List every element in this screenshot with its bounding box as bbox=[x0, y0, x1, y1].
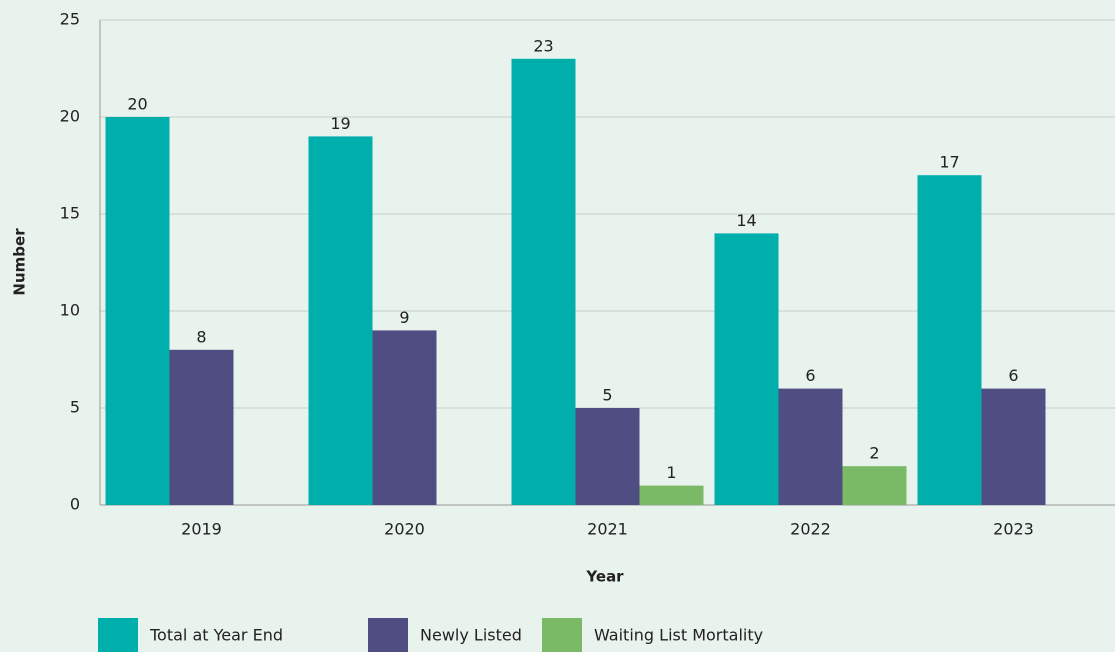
legend-label: Waiting List Mortality bbox=[594, 626, 763, 645]
y-tick-label: 25 bbox=[60, 10, 80, 29]
legend-swatch bbox=[368, 618, 408, 652]
bar bbox=[105, 117, 170, 505]
data-label: 23 bbox=[533, 36, 553, 55]
bar bbox=[575, 408, 640, 505]
bar bbox=[842, 466, 907, 505]
x-tick-label: 2021 bbox=[587, 520, 628, 539]
y-tick-label: 10 bbox=[60, 301, 80, 320]
bar bbox=[981, 388, 1046, 505]
data-label: 2 bbox=[869, 444, 879, 463]
data-label: 5 bbox=[602, 386, 612, 405]
bar bbox=[714, 233, 779, 505]
bar bbox=[639, 485, 704, 505]
bar bbox=[511, 58, 576, 506]
y-tick-label: 0 bbox=[70, 495, 80, 514]
data-label: 20 bbox=[127, 95, 147, 114]
data-label: 6 bbox=[1008, 366, 1018, 385]
data-label: 6 bbox=[805, 366, 815, 385]
bar bbox=[917, 175, 982, 505]
legend-swatch bbox=[542, 618, 582, 652]
bar bbox=[308, 136, 373, 505]
legend-label: Total at Year End bbox=[149, 626, 283, 645]
data-label: 19 bbox=[330, 114, 350, 133]
x-tick-label: 2023 bbox=[993, 520, 1034, 539]
y-tick-label: 15 bbox=[60, 204, 80, 223]
data-label: 8 bbox=[196, 327, 206, 346]
data-label: 17 bbox=[939, 153, 959, 172]
x-tick-label: 2020 bbox=[384, 520, 425, 539]
bar bbox=[372, 330, 437, 505]
y-axis-label: Number bbox=[11, 228, 29, 296]
data-label: 1 bbox=[666, 463, 676, 482]
y-tick-label: 5 bbox=[70, 398, 80, 417]
bar bbox=[169, 349, 234, 505]
x-tick-label: 2019 bbox=[181, 520, 222, 539]
y-tick-label: 20 bbox=[60, 107, 80, 126]
x-axis-label: Year bbox=[585, 568, 624, 586]
data-label: 14 bbox=[736, 211, 756, 230]
data-label: 9 bbox=[399, 308, 409, 327]
legend-label: Newly Listed bbox=[420, 626, 522, 645]
x-tick-label: 2022 bbox=[790, 520, 831, 539]
legend-swatch bbox=[98, 618, 138, 652]
bar bbox=[778, 388, 843, 505]
